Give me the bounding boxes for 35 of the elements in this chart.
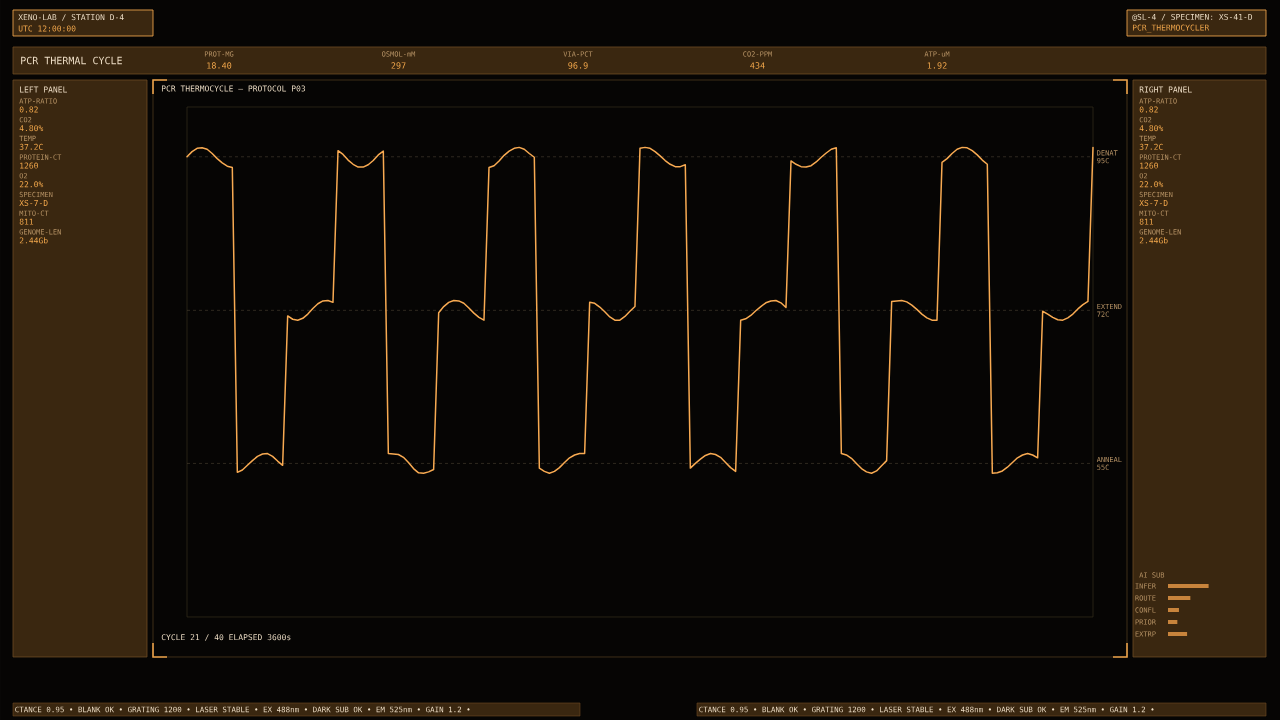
text: 96.9 bbox=[568, 62, 588, 69]
text: 4.80% bbox=[1139, 125, 1164, 132]
text: PCR THERMAL CYCLE bbox=[21, 56, 122, 65]
bar bbox=[1168, 619, 1178, 624]
text: @SL-4 / SPECIMEN: XS-41-D bbox=[1132, 13, 1253, 22]
text: 18.40 bbox=[207, 62, 232, 69]
text: 297 bbox=[391, 62, 406, 69]
text: XS-7-D bbox=[1139, 199, 1168, 207]
text: 4.80% bbox=[19, 125, 44, 132]
text: 1.92 bbox=[927, 62, 947, 69]
text: XS-7-D bbox=[19, 199, 48, 207]
text: 1260 bbox=[20, 162, 38, 169]
text: 37.2C bbox=[1139, 143, 1163, 150]
text: LEFT PANEL bbox=[20, 86, 68, 93]
text: PCR_THERMOCYCLER bbox=[1132, 24, 1210, 33]
text: 37.2C bbox=[19, 143, 43, 150]
text: XENO-LAB / STATION D-4 bbox=[18, 14, 124, 21]
bar bbox=[1168, 595, 1191, 600]
text: 811 bbox=[19, 218, 34, 225]
bar bbox=[1168, 607, 1179, 612]
text: CYCLE 21 / 40 ELAPSED 3600s bbox=[161, 634, 291, 641]
text: 2.44Gb bbox=[1139, 237, 1168, 244]
text: 22.0% bbox=[1139, 181, 1164, 188]
text: 0.82 bbox=[19, 106, 38, 113]
text: 22.0% bbox=[19, 181, 44, 188]
text: 0.82 bbox=[1139, 106, 1158, 113]
chart-title: PCR THERMOCYCLE — PROTOCOL P03 bbox=[161, 85, 306, 92]
text: RIGHT PANEL bbox=[1139, 86, 1192, 93]
text: 811 bbox=[1139, 218, 1154, 225]
bar bbox=[1168, 583, 1209, 588]
text: 2.44Gb bbox=[19, 237, 48, 244]
text: UTC 12:00:00 bbox=[18, 25, 76, 32]
text: 434 bbox=[750, 62, 765, 69]
text: 1260 bbox=[1140, 162, 1158, 169]
bar bbox=[1168, 631, 1188, 636]
